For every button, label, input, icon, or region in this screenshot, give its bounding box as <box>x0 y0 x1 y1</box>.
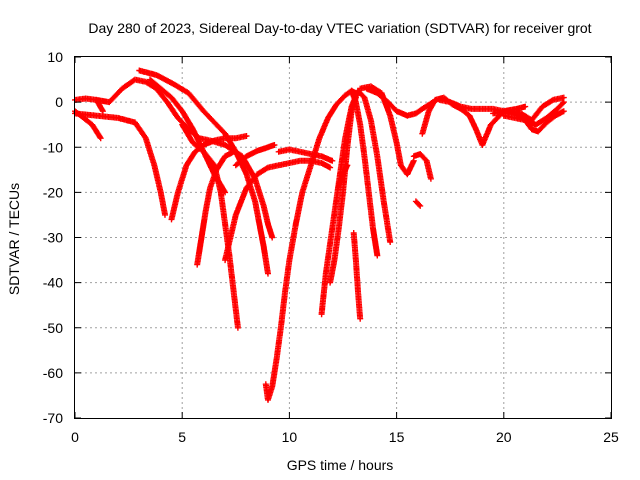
data-mark <box>412 198 424 209</box>
data-mark <box>232 142 278 169</box>
data-mark <box>72 110 168 218</box>
series-arc-9 <box>179 121 241 331</box>
series-arc-21 <box>410 151 434 182</box>
ticks <box>74 56 612 419</box>
x-tick-label: 5 <box>178 429 186 445</box>
series-arc-10 <box>222 157 334 264</box>
series-arc-3 <box>72 110 168 218</box>
data-mark <box>500 108 567 135</box>
series-arc-22 <box>412 198 424 209</box>
series-arc-20 <box>363 85 436 119</box>
y-tick-labels: 10 0 -10 -20 -30 -40 -50 -60 -70 <box>43 49 63 426</box>
series-arc-17 <box>348 87 381 259</box>
y-tick-label: -10 <box>43 139 63 155</box>
x-tick-label: 20 <box>496 429 512 445</box>
y-tick-label: -30 <box>43 230 63 246</box>
chart-title: Day 280 of 2023, Sidereal Day-to-day VTE… <box>88 20 591 36</box>
y-tick-label: 10 <box>47 49 63 65</box>
series-arc-11 <box>232 142 278 169</box>
y-tick-label: -50 <box>43 320 63 336</box>
data-mark <box>327 94 359 286</box>
y-tick-label: 0 <box>55 94 63 110</box>
plot-frame <box>74 56 612 419</box>
series-arc-26 <box>490 94 567 124</box>
y-tick-label: -70 <box>43 410 63 426</box>
data-mark <box>348 87 381 259</box>
x-tick-label: 10 <box>282 429 298 445</box>
series-arc-13 <box>275 146 336 164</box>
x-tick-label: 15 <box>389 429 405 445</box>
marks <box>72 67 567 403</box>
data-mark <box>410 151 434 182</box>
data-mark <box>490 94 567 124</box>
series-arc-16 <box>335 162 351 189</box>
series-arc-15 <box>327 94 359 286</box>
series-arc-12 <box>262 87 359 403</box>
data-mark <box>363 85 436 119</box>
x-tick-labels: 0 5 10 15 20 25 <box>71 429 619 445</box>
y-tick-label: -20 <box>43 184 63 200</box>
data-mark <box>350 230 364 322</box>
y-axis-label: SDTVAR / TECUs <box>6 183 22 295</box>
x-tick-label: 25 <box>603 429 619 445</box>
data-mark <box>275 146 336 164</box>
data-mark <box>179 121 241 331</box>
series-arc-25 <box>500 108 567 135</box>
data-mark <box>168 133 250 223</box>
series-arc-5 <box>168 133 250 223</box>
y-tick-label: -40 <box>43 275 63 291</box>
data-mark <box>222 157 334 264</box>
data-mark <box>262 87 359 403</box>
series-arc-18 <box>350 230 364 322</box>
grid <box>75 57 611 418</box>
x-tick-label: 0 <box>71 429 79 445</box>
x-axis-label: GPS time / hours <box>287 457 394 473</box>
y-tick-label: -60 <box>43 365 63 381</box>
data-mark <box>335 162 351 189</box>
